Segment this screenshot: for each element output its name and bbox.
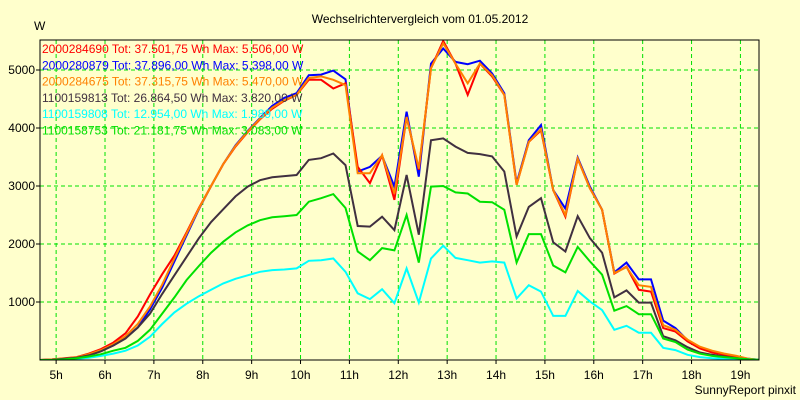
x-tick-label: 17h — [633, 368, 653, 382]
x-tick-label: 12h — [388, 368, 408, 382]
series-line-1100159813 — [40, 137, 759, 360]
x-tick-label: 13h — [437, 368, 457, 382]
x-tick-label: 11h — [340, 368, 359, 382]
axis-ticks: 5h 6h 7h 8h 9h 10h 11h 12h 13h 14h 15h 16h 17h 18h 19h… — [8, 63, 750, 382]
x-tick-label: 7h — [147, 368, 160, 382]
legend-entry-2000284675: 2000284675 Tot: 37.315,75 Wh Max: 5.470,… — [42, 75, 304, 89]
legend-entry-1100159808: 1100159808 Tot: 12.954,00 Wh Max: 1.989,… — [42, 107, 303, 121]
x-tick-label: 18h — [682, 368, 702, 382]
x-tick-label: 16h — [584, 368, 604, 382]
chart-title: Wechselrichtervergleich vom 01.05.2012 — [312, 12, 529, 26]
x-tick-label: 5h — [49, 368, 62, 382]
footer-credit: SunnyReport pinxit — [695, 383, 797, 397]
legend-entry-2000280879: 2000280879 Tot: 37.896,00 Wh Max: 5.398,… — [42, 58, 304, 72]
y-tick-label: 4000 — [8, 121, 35, 135]
series-line-1100158753 — [40, 184, 759, 360]
legend-entry-2000284690: 2000284690 Tot: 37.501,75 Wh Max: 5.506,… — [42, 42, 304, 56]
legend-entry-1100158753: 1100158753 Tot: 21.181,75 Wh Max: 3.083,… — [42, 124, 303, 138]
y-tick-label: 5000 — [8, 63, 35, 77]
x-tick-label: 10h — [291, 368, 311, 382]
legend: 2000280879 Tot: 37.896,00 Wh Max: 5.398,… — [42, 42, 304, 138]
series-line-1100159808 — [40, 244, 759, 360]
y-tick-label: 1000 — [8, 295, 35, 309]
grid — [40, 40, 759, 360]
x-tick-label: 14h — [486, 368, 506, 382]
series-lines — [40, 40, 759, 360]
y-tick-label: 2000 — [8, 237, 35, 251]
legend-entry-1100159813: 1100159813 Tot: 26.864,50 Wh Max: 3.820,… — [42, 91, 303, 105]
series-line-2000284675 — [40, 41, 759, 360]
y-tick-label: 3000 — [8, 179, 35, 193]
x-tick-label: 15h — [535, 368, 555, 382]
x-tick-label: 8h — [196, 368, 209, 382]
plot-frame — [39, 39, 760, 361]
x-tick-label: 9h — [245, 368, 258, 382]
x-tick-label: 6h — [98, 368, 111, 382]
y-axis-unit-label: W — [34, 19, 46, 33]
x-tick-label: 19h — [730, 368, 750, 382]
